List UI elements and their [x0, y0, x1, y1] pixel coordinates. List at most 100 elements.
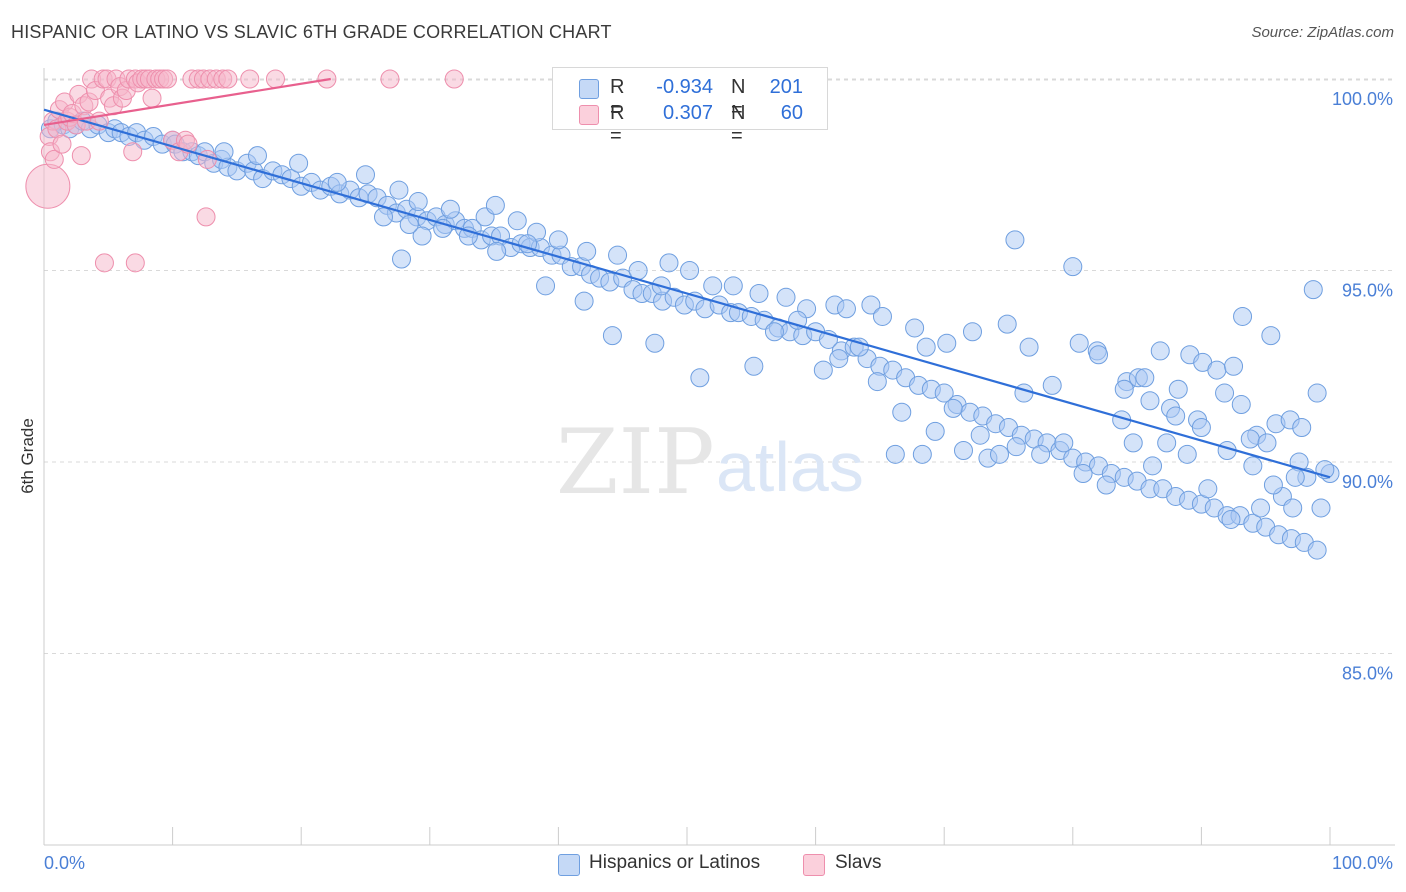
watermark-atlas: atlas — [716, 428, 864, 506]
source-label: Source: ZipAtlas.com — [1251, 24, 1394, 41]
slav-point — [52, 134, 72, 154]
legend-r-value: 0.307 — [662, 102, 713, 124]
hispanic-point — [1005, 230, 1025, 250]
hispanic-point — [399, 215, 419, 235]
hispanic-point — [690, 368, 710, 388]
hispanic-point — [937, 333, 957, 353]
hispanic-point — [836, 299, 856, 319]
hispanic-point — [1243, 456, 1263, 476]
hispanic-point — [645, 333, 665, 353]
hispanic-point — [867, 372, 887, 392]
hispanic-point — [1198, 479, 1218, 499]
hispanic-point — [885, 444, 905, 464]
slav-point — [142, 88, 162, 108]
hispanic-point — [892, 402, 912, 422]
hispanic-point — [925, 421, 945, 441]
legend-swatch-blue — [579, 79, 599, 99]
hispanic-point — [1014, 383, 1034, 403]
hispanic-point — [943, 398, 963, 418]
hispanic-point — [1140, 391, 1160, 411]
hispanic-point — [1307, 383, 1327, 403]
hispanic-point — [1240, 429, 1260, 449]
y-axis-label: 6th Grade — [18, 418, 37, 494]
hispanic-point — [1150, 341, 1170, 361]
hispanic-point — [1143, 456, 1163, 476]
hispanic-point — [1292, 418, 1312, 438]
watermark-zip: ZIP — [556, 410, 715, 515]
slav-point — [265, 69, 285, 89]
tick-labels: 85.0% 90.0% 95.0% 100.0% 0.0% 100.0% — [44, 89, 1393, 873]
slav-point — [218, 69, 238, 89]
hispanic-point — [1215, 383, 1235, 403]
slav-point — [94, 253, 114, 273]
slav-point — [157, 69, 177, 89]
hispanic-point — [997, 314, 1017, 334]
hispanic-point — [1251, 498, 1271, 518]
hispanic-point — [356, 165, 375, 185]
slav-point — [44, 149, 64, 169]
legend-n-label: N = — [731, 76, 746, 121]
hispanic-point — [214, 142, 234, 162]
trend-lines — [43, 77, 1331, 479]
slav-point — [196, 207, 216, 227]
slav-trend-line — [43, 77, 331, 127]
hispanic-point — [1006, 437, 1026, 457]
hispanic-point — [1157, 433, 1177, 453]
hispanic-trend-line — [43, 108, 1331, 479]
hispanic-point — [1207, 360, 1227, 380]
hispanic-point — [861, 295, 881, 315]
hispanic-point — [548, 230, 568, 250]
bottom-legend-swatch-pink — [803, 854, 825, 876]
slav-point — [240, 69, 260, 89]
hispanic-point — [1031, 444, 1051, 464]
hispanic-point — [1221, 509, 1241, 529]
bottom-legend-label: Hispanics or Latinos — [589, 852, 761, 873]
hispanic-point — [703, 276, 723, 296]
hispanic-point — [289, 153, 309, 173]
hispanic-point — [1177, 444, 1197, 464]
x-tick-label: 0.0% — [44, 853, 85, 873]
legend-n-value: 60 — [780, 102, 803, 124]
slav-point — [71, 146, 91, 166]
hispanic-point — [1307, 540, 1327, 560]
hispanic-point — [1166, 406, 1186, 426]
hispanic-point — [408, 192, 428, 212]
hispanic-point — [389, 180, 409, 200]
hispanic-point — [1019, 337, 1039, 357]
legend-r-label: R = — [610, 102, 625, 147]
slav-point — [25, 163, 71, 209]
hispanic-point — [905, 318, 925, 338]
slav-point — [123, 142, 143, 162]
hispanic-point — [247, 146, 267, 166]
hispanic-point — [602, 326, 622, 346]
hispanic-point — [912, 444, 932, 464]
hispanic-point — [1069, 333, 1089, 353]
hispanic-point — [536, 276, 556, 296]
y-tick-label: 85.0% — [1342, 664, 1393, 684]
x-tick-label: 100.0% — [1332, 853, 1393, 873]
hispanic-point — [1073, 463, 1093, 483]
hispanic-point — [574, 291, 594, 311]
bottom-legend-label: Slavs — [835, 852, 882, 873]
y-tick-label: 95.0% — [1342, 281, 1393, 301]
hispanic-point — [1054, 433, 1074, 453]
correlation-legend: R = -0.934 N = 201 R = 0.307 N = 60 — [552, 67, 828, 147]
hispanic-point — [723, 276, 743, 296]
hispanic-point — [989, 444, 1009, 464]
slav-point — [197, 149, 217, 169]
hispanic-point — [577, 241, 597, 261]
hispanic-point — [1089, 345, 1109, 365]
hispanic-point — [1135, 368, 1155, 388]
hispanic-point — [764, 322, 784, 342]
slav-point — [380, 69, 400, 89]
y-tick-label: 100.0% — [1332, 89, 1393, 109]
hispanic-point — [680, 261, 700, 280]
hispanic-point — [744, 356, 764, 376]
legend-swatch-pink — [579, 105, 599, 125]
hispanic-point — [1191, 418, 1211, 438]
slav-point — [444, 69, 464, 89]
legend-r-label: R = — [610, 76, 625, 121]
bottom-legend-swatch-blue — [558, 854, 580, 876]
hispanic-point — [953, 441, 973, 461]
